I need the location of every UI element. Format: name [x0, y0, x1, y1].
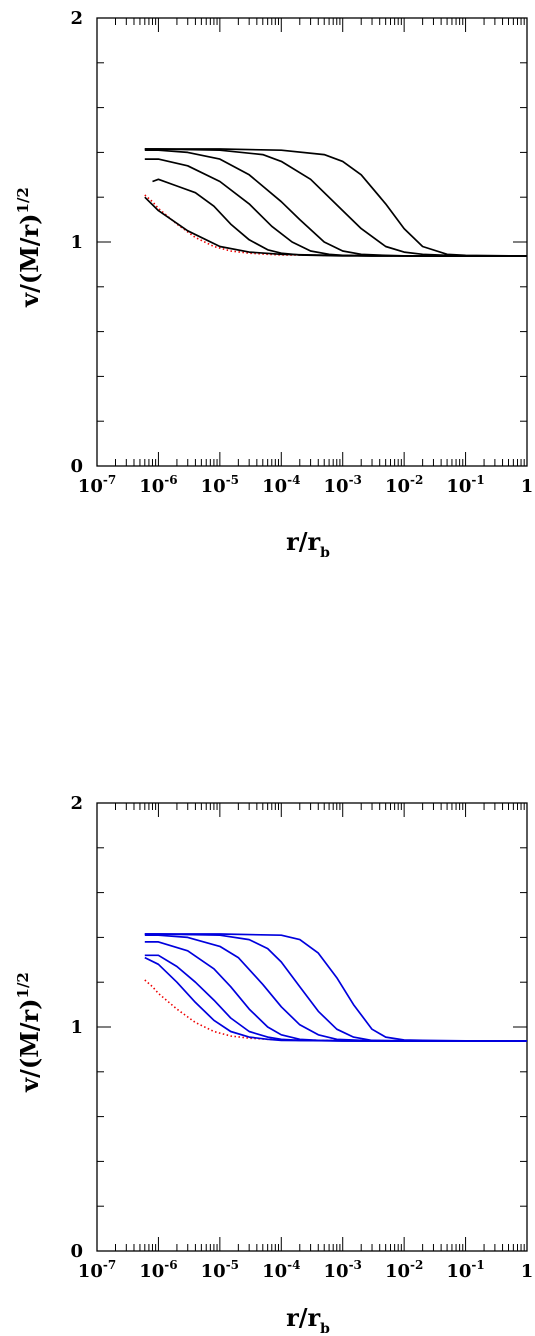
- y-axis-title: v/(M/r)1/2: [14, 972, 44, 1093]
- x-tick-label: 10-2: [385, 1258, 423, 1282]
- x-tick-label: 10-6: [139, 473, 177, 497]
- series-line-6: [144, 148, 527, 257]
- x-tick-label: 10-4: [262, 1258, 300, 1282]
- x-tick-label: 10-5: [201, 473, 239, 497]
- x-tick-label: 10-3: [324, 1258, 362, 1282]
- x-tick-label: 1: [521, 476, 534, 497]
- x-tick-label: 10-2: [385, 473, 423, 497]
- series-line-5: [144, 148, 527, 257]
- series-line-3: [144, 941, 527, 1042]
- y-tick-label: 1: [70, 232, 83, 253]
- x-tick-label: 10-7: [78, 473, 116, 497]
- series-line-5: [144, 933, 527, 1042]
- series-line-3: [144, 158, 527, 257]
- x-axis-title: r/rb: [286, 1303, 330, 1336]
- y-axis-title: v/(M/r)1/2: [14, 187, 44, 308]
- x-tick-label: 10-5: [201, 1258, 239, 1282]
- x-axis-title: r/rb: [286, 527, 330, 561]
- plot-frame: [96, 802, 528, 1252]
- plot-frame: [96, 17, 528, 467]
- y-ticks: [97, 802, 527, 1252]
- x-tick-label: 10-6: [139, 1258, 177, 1282]
- x-tick-label: 10-1: [446, 473, 484, 497]
- x-tick-label: 10-4: [262, 473, 300, 497]
- y-tick-label: 2: [70, 793, 83, 814]
- x-tick-label: 10-7: [78, 1258, 116, 1282]
- x-ticks: [96, 803, 528, 1251]
- x-tick-label: 1: [521, 1261, 534, 1282]
- y-tick-label: 2: [70, 8, 83, 29]
- y-ticks: [97, 17, 527, 467]
- x-tick-label: 10-1: [446, 1258, 484, 1282]
- y-tick-label: 0: [70, 456, 83, 477]
- series-line-4: [144, 149, 527, 257]
- top-chart-panel: 10-7 10-6 10-5 10-4 10-3 10-2 10-1 1 0 1 2 r/rb v/(M…: [14, 8, 533, 561]
- y-tick-label: 0: [70, 1241, 83, 1262]
- bottom-chart-panel: 10-7 10-6 10-5 10-4 10-3 10-2 10-1 1 0 1 2 r/rb v/(M…: [14, 793, 533, 1336]
- y-tick-label: 1: [70, 1017, 83, 1038]
- x-tick-label: 10-3: [324, 473, 362, 497]
- x-ticks: [96, 18, 528, 466]
- series-line-6: [144, 933, 527, 1042]
